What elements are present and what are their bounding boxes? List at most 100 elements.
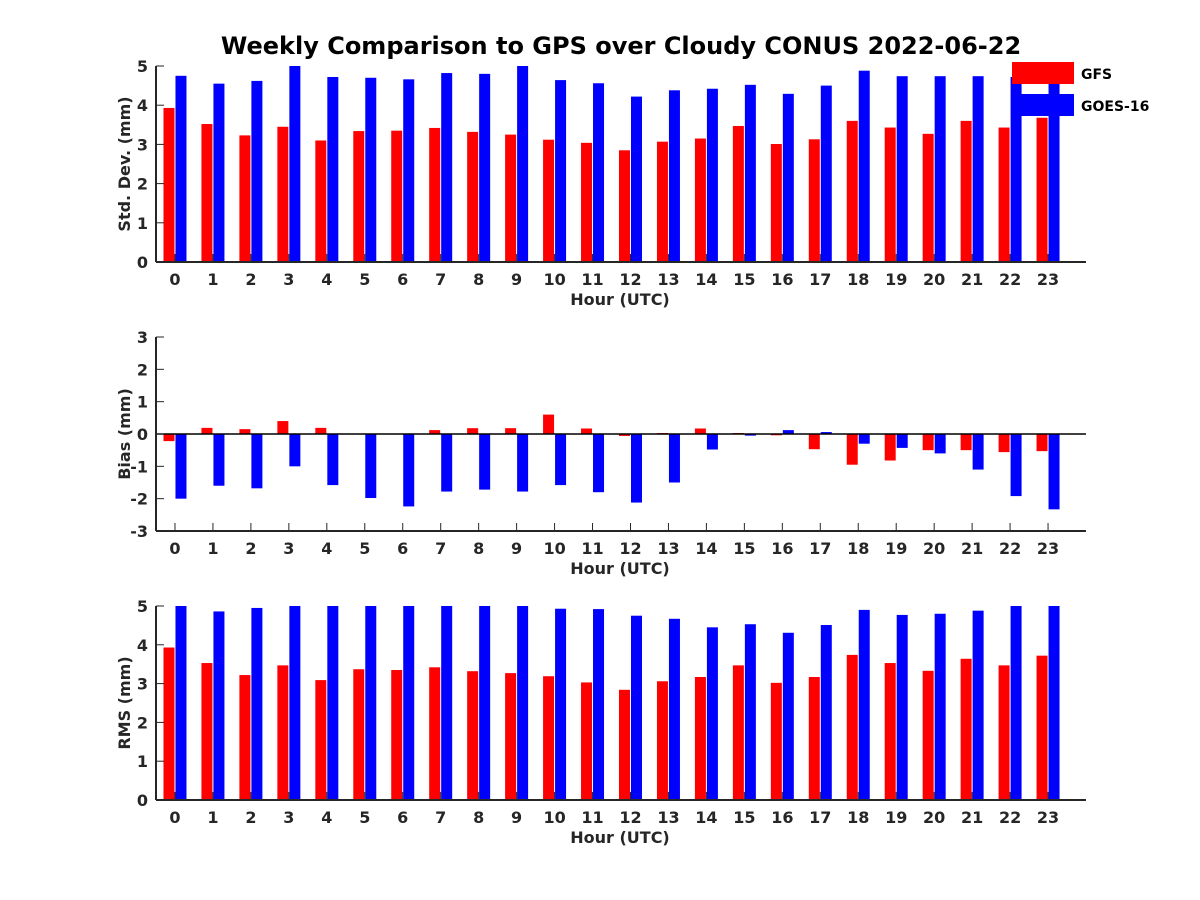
bar-gfs-hour-19	[884, 127, 896, 262]
x-tick-label: 6	[397, 270, 408, 289]
x-tick-label: 2	[245, 270, 256, 289]
bar-goes-16-hour-9	[517, 66, 529, 262]
bar-gfs-hour-22	[998, 665, 1010, 800]
bar-goes-16-hour-0	[175, 75, 187, 262]
bar-goes-16-hour-14	[706, 627, 718, 800]
bar-goes-16-hour-10	[555, 608, 567, 800]
bar-goes-16-hour-2	[251, 434, 263, 489]
bar-gfs-hour-9	[505, 134, 517, 262]
bar-goes-16-hour-0	[175, 434, 187, 499]
x-tick-label: 20	[923, 808, 945, 827]
x-tick-label: 15	[733, 539, 755, 558]
bar-goes-16-hour-2	[251, 80, 263, 263]
x-tick-label: 6	[397, 808, 408, 827]
bar-gfs-hour-12	[618, 689, 630, 800]
bar-goes-16-hour-23	[1048, 606, 1060, 800]
bar-goes-16-hour-22	[1010, 434, 1022, 497]
bar-goes-16-hour-1	[213, 611, 225, 800]
bar-goes-16-hour-18	[858, 70, 870, 262]
bar-goes-16-hour-10	[555, 434, 567, 486]
x-tick-label: 15	[733, 270, 755, 289]
bar-gfs-hour-22	[998, 127, 1010, 262]
bar-gfs-hour-21	[960, 434, 972, 451]
bar-goes-16-hour-5	[365, 606, 377, 800]
bar-gfs-hour-14	[694, 677, 706, 800]
bar-gfs-hour-16	[770, 144, 782, 262]
bar-goes-16-hour-9	[517, 606, 529, 800]
x-tick-label: 2	[245, 808, 256, 827]
series-goes-16	[175, 66, 1060, 263]
x-tick-label: 21	[961, 808, 983, 827]
bar-gfs-hour-19	[884, 434, 896, 461]
legend-swatch-gfs	[1012, 62, 1074, 84]
x-tick-label: 12	[619, 270, 641, 289]
bar-gfs-hour-15	[732, 665, 744, 800]
bar-goes-16-hour-5	[365, 77, 377, 262]
bar-gfs-hour-21	[960, 120, 972, 262]
bar-goes-16-hour-11	[593, 434, 605, 493]
x-tick-label: 15	[733, 808, 755, 827]
x-tick-label: 14	[695, 808, 717, 827]
bar-gfs-hour-10	[543, 676, 555, 800]
x-tick-label: 1	[207, 539, 218, 558]
bar-goes-16-hour-2	[251, 607, 263, 800]
x-axis-label: Hour (UTC)	[570, 290, 670, 309]
bar-gfs-hour-0	[163, 647, 175, 800]
x-tick-label: 23	[1037, 808, 1059, 827]
x-tick-label: 22	[999, 270, 1021, 289]
x-tick-label: 13	[657, 270, 679, 289]
x-tick-label: 7	[435, 808, 446, 827]
bar-goes-16-hour-15	[744, 84, 756, 262]
bar-goes-16-hour-7	[441, 434, 453, 492]
x-axis-label: Hour (UTC)	[570, 828, 670, 847]
bar-gfs-hour-9	[505, 673, 517, 800]
bar-goes-16-hour-20	[934, 76, 946, 262]
x-tick-label: 16	[771, 539, 793, 558]
bar-gfs-hour-15	[732, 125, 744, 262]
x-tick-label: 4	[321, 539, 332, 558]
y-tick-label: 1	[137, 752, 148, 771]
bar-gfs-hour-1	[201, 663, 213, 800]
bar-gfs-hour-7	[429, 127, 441, 262]
bar-gfs-hour-7	[429, 430, 441, 434]
x-tick-label: 1	[207, 270, 218, 289]
y-tick-label: 4	[137, 96, 148, 115]
bar-goes-16-hour-20	[934, 434, 946, 454]
bar-gfs-hour-11	[581, 428, 593, 434]
bar-gfs-hour-19	[884, 663, 896, 800]
y-tick-label: 3	[137, 135, 148, 154]
x-tick-label: 13	[657, 539, 679, 558]
x-tick-label: 12	[619, 808, 641, 827]
bar-gfs-hour-14	[694, 428, 706, 434]
bar-goes-16-hour-8	[479, 73, 491, 262]
x-tick-label: 8	[473, 808, 484, 827]
x-tick-label: 7	[435, 539, 446, 558]
bar-goes-16-hour-19	[896, 76, 908, 262]
bar-goes-16-hour-0	[175, 606, 187, 800]
x-tick-label: 21	[961, 539, 983, 558]
y-tick-label: 5	[137, 597, 148, 616]
x-tick-label: 19	[885, 270, 907, 289]
bar-gfs-hour-23	[1036, 434, 1048, 452]
x-tick-label: 11	[581, 808, 603, 827]
x-tick-label: 17	[809, 539, 831, 558]
bar-gfs-hour-21	[960, 658, 972, 800]
x-tick-label: 1	[207, 808, 218, 827]
bar-gfs-hour-5	[353, 131, 365, 262]
legend-label: GFS	[1081, 67, 1112, 83]
bar-goes-16-hour-10	[555, 80, 567, 262]
bar-goes-16-hour-11	[593, 609, 605, 800]
y-tick-label: 0	[137, 791, 148, 810]
bar-goes-16-hour-3	[289, 606, 301, 800]
bar-goes-16-hour-23	[1048, 434, 1060, 510]
x-tick-label: 7	[435, 270, 446, 289]
x-tick-label: 13	[657, 808, 679, 827]
x-tick-label: 14	[695, 270, 717, 289]
bar-goes-16-hour-8	[479, 606, 491, 800]
bar-gfs-hour-4	[315, 680, 327, 800]
bar-goes-16-hour-21	[972, 434, 984, 470]
bar-goes-16-hour-7	[441, 606, 453, 800]
